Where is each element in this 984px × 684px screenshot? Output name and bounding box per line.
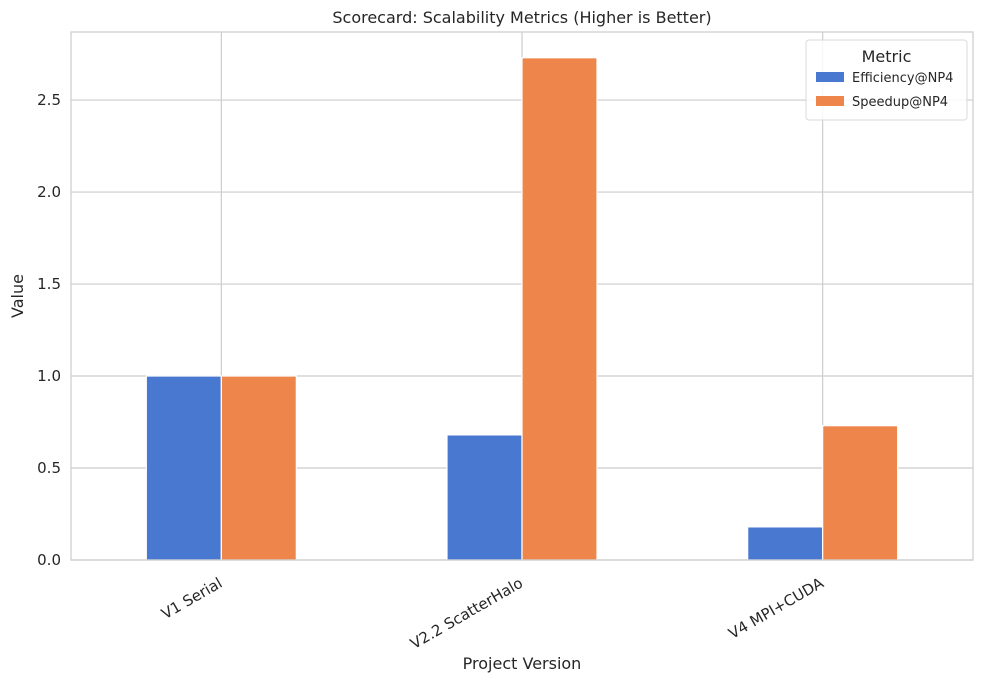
bars [145, 57, 899, 561]
legend-title: Metric [862, 47, 912, 66]
y-axis-ticks: 0.0 0.5 1.0 1.5 2.0 2.5 [37, 91, 61, 569]
chart-title: Scorecard: Scalability Metrics (Higher i… [332, 8, 711, 27]
legend-box [805, 39, 968, 121]
bar [446, 434, 523, 561]
legend-label: Efficiency@NP4 [852, 71, 953, 86]
bar [822, 425, 899, 561]
x-tick-label: V4 MPI+CUDA [725, 574, 827, 643]
y-tick-label: 2.5 [37, 91, 61, 109]
x-tick-label: V1 Serial [158, 574, 225, 623]
bar [521, 57, 598, 561]
y-axis-title: Value [8, 274, 27, 318]
plot-frame [70, 31, 974, 561]
y-tick-label: 1.0 [37, 367, 61, 385]
legend-swatch [816, 96, 844, 106]
legend-label: Speedup@NP4 [852, 95, 948, 110]
y-tick-label: 0.5 [37, 459, 61, 477]
y-tick-label: 0.0 [37, 551, 61, 569]
bar [747, 526, 824, 561]
x-axis-ticks: V1 Serial V2.2 ScatterHalo V4 MPI+CUDA [158, 574, 827, 653]
y-tick-label: 2.0 [37, 183, 61, 201]
x-axis-title: Project Version [463, 654, 582, 673]
bar [145, 375, 222, 561]
legend: Metric Efficiency@NP4 Speedup@NP4 [805, 39, 968, 121]
y-tick-label: 1.5 [37, 275, 61, 293]
legend-swatch [816, 72, 844, 82]
x-tick-label: V2.2 ScatterHalo [407, 574, 526, 653]
legend-items: Efficiency@NP4 Speedup@NP4 [816, 71, 953, 110]
bar [220, 375, 297, 561]
